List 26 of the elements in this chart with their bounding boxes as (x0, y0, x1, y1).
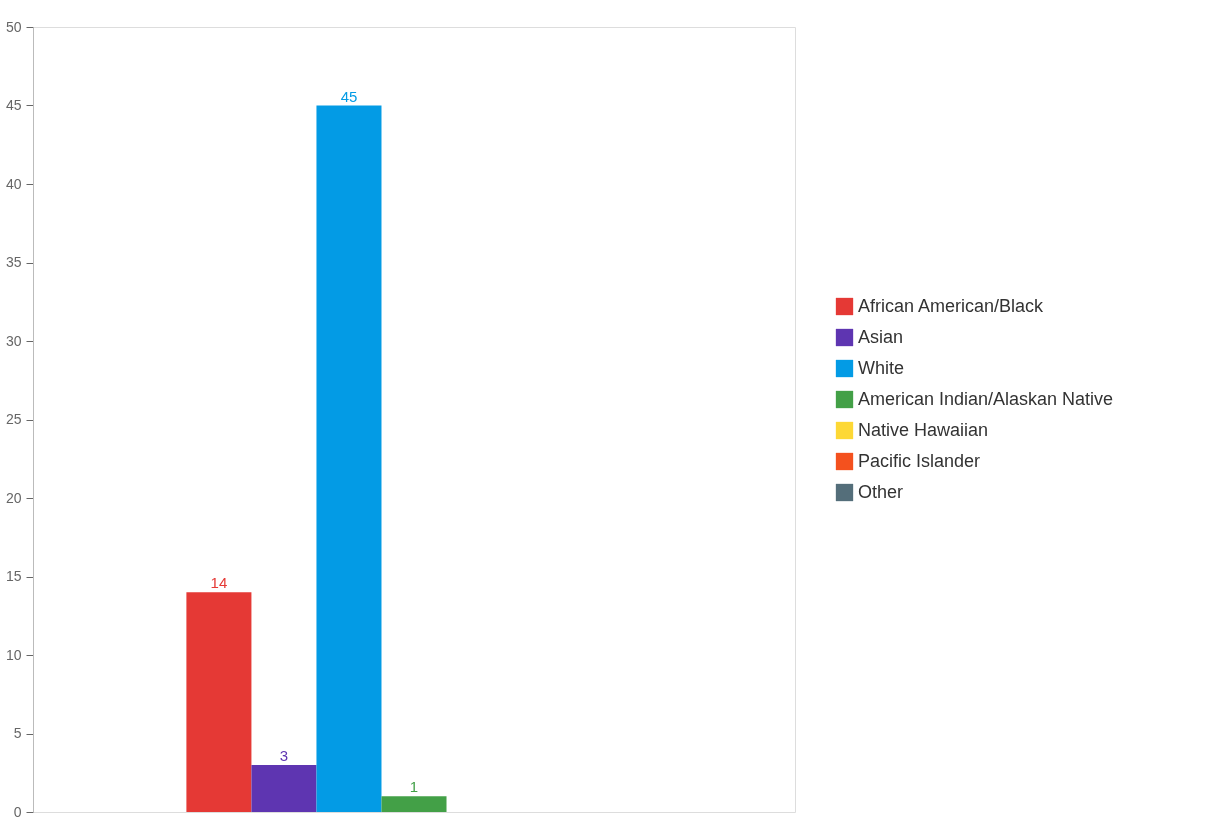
data-label: 14 (210, 574, 228, 592)
legend-label: White (858, 357, 905, 378)
bar (251, 764, 317, 812)
y-tick-label: 35 (5, 254, 22, 270)
legend-label: African American/Black (858, 295, 1045, 316)
y-tick-label: 30 (5, 332, 22, 349)
y-tick-label: 40 (5, 175, 22, 192)
legend-label: Other (858, 481, 904, 502)
data-label: 1 (409, 778, 419, 796)
y-tick-label: 15 (5, 568, 22, 584)
legend-label: Asian (858, 326, 904, 347)
legend-label: Pacific Islander (858, 450, 981, 471)
y-tick-label: 10 (5, 646, 22, 663)
y-tick-label: 5 (13, 725, 22, 741)
y-tick-label: 20 (5, 489, 22, 506)
y-tick-label: 25 (5, 411, 22, 427)
y-tick-label: 45 (5, 97, 22, 113)
data-label: 45 (340, 87, 358, 105)
legend-label: American Indian/Alaskan Native (858, 388, 1114, 409)
bar (381, 796, 447, 812)
y-tick-label: 50 (5, 18, 22, 35)
bar (186, 592, 252, 812)
bar (316, 105, 382, 812)
y-tick-label: 0 (13, 803, 22, 818)
data-label: 3 (279, 746, 289, 764)
legend-label: Native Hawaiian (858, 419, 989, 440)
